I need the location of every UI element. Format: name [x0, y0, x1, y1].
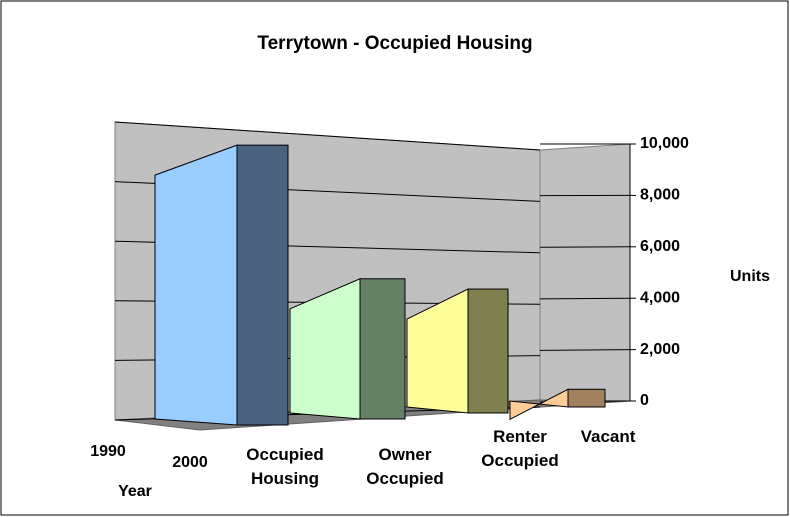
side-wall: [539, 143, 631, 402]
y-tick-label: 0: [640, 392, 649, 409]
bar-front: [154, 144, 238, 426]
y-axis-label: Units: [730, 268, 770, 285]
grid-line: [114, 121, 541, 151]
bar-side: [467, 288, 509, 414]
y-tick-label: 8,000: [640, 187, 680, 204]
depth-label: 1990: [90, 443, 126, 460]
grid-line: [539, 349, 631, 351]
x-tick-label: Owner Occupied: [366, 445, 444, 488]
y-tick-label: 4,000: [640, 289, 680, 306]
depth-axis-title: Year: [118, 483, 152, 500]
y-tick-label: 2,000: [640, 341, 680, 358]
bar-side: [236, 144, 289, 426]
y-tick-label: 10,000: [640, 135, 689, 152]
x-tick-label: Occupied Housing: [246, 445, 324, 488]
chart-title: Terrytown - Occupied Housing: [257, 33, 532, 54]
bar-side: [567, 388, 606, 408]
x-tick-label: Renter Occupied: [481, 427, 559, 470]
bar-side: [359, 278, 406, 420]
x-tick-label: Vacant: [580, 427, 636, 446]
y-tick-label: 6,000: [640, 238, 680, 255]
depth-label: 2000: [172, 454, 208, 471]
grid-line: [539, 297, 631, 300]
